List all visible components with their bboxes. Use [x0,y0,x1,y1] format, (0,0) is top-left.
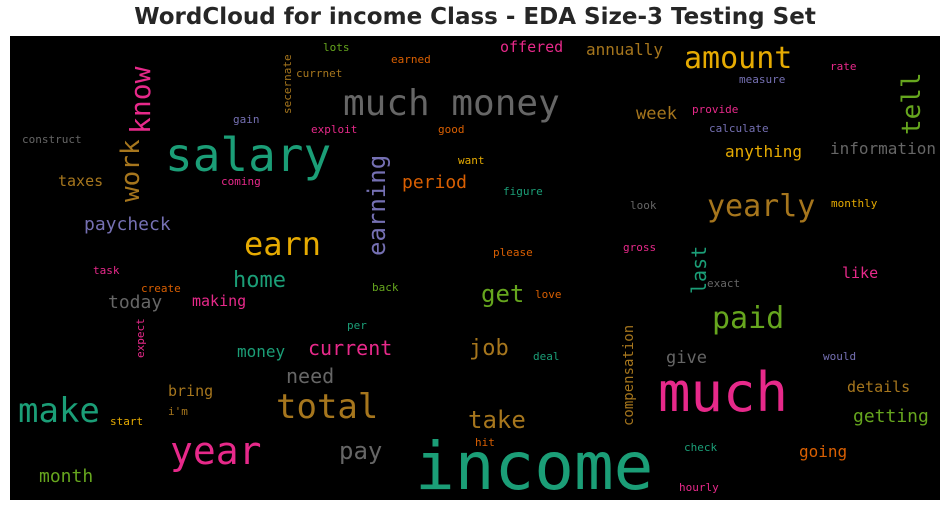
word-cloud: income much salary much money year make total e… [10,36,940,500]
word-provide: provide [692,103,739,116]
word-hourly: hourly [679,481,719,494]
word-gross: gross [623,241,657,254]
word-make: make [18,391,100,431]
word-want: want [458,154,485,167]
word-expect: expect [134,318,147,358]
word-start: start [110,415,144,428]
word-lots: lots [323,41,350,54]
word-love: love [535,288,562,301]
word-income: income [415,428,654,500]
word-yearly: yearly [707,189,816,224]
word-earned: earned [391,53,431,66]
word-deal: deal [533,350,560,363]
word-please: please [493,246,533,259]
word-money: money [237,342,286,361]
word-get: get [481,280,525,308]
word-offered: offered [500,38,564,56]
chart-title: WordCloud for income Class - EDA Size-3 … [134,4,816,30]
word-taxes: taxes [58,172,104,190]
word-need: need [286,364,335,388]
word-total: total [276,387,379,427]
word-take: take [468,406,526,434]
word-measure: measure [739,73,786,86]
word-making: making [192,292,247,310]
word-figure: figure [503,185,543,198]
word-paid: paid [712,301,785,336]
word-job: job [469,336,509,361]
word-currnet: currnet [296,67,343,80]
word-pay: pay [339,437,383,465]
word-information: information [830,139,936,158]
word-week: week [636,104,677,124]
word-annually: annually [586,40,664,59]
word-period: period [402,172,468,193]
word-exact: exact [707,277,741,290]
word-anything: anything [725,142,803,161]
word-last: last [687,245,711,294]
word-monthly: monthly [831,197,878,210]
word-earning: earning [363,154,391,256]
word-task: task [93,264,120,277]
word-create: create [141,282,181,295]
word-like: like [842,264,879,282]
word-amount: amount [684,41,793,76]
word-construct: construct [22,133,82,146]
word-i-m: i'm [168,405,188,418]
word-getting: getting [853,406,929,427]
word-much-money: much money [343,83,560,124]
word-check: check [684,441,718,454]
word-coming: coming [221,175,261,188]
word-details: details [847,378,911,396]
word-much: much [658,361,789,424]
word-give: give [666,348,707,368]
word-rate: rate [830,60,857,73]
word-work: work [116,139,146,202]
word-good: good [438,123,465,136]
word-per: per [347,319,367,332]
word-home: home [233,268,286,293]
word-salary: salary [165,128,332,182]
word-hit: hit [475,436,495,449]
word-look: look [630,199,657,212]
word-month: month [39,466,94,487]
word-gain: gain [233,113,260,126]
word-tell: tell [897,72,927,135]
word-current: current [308,336,393,360]
word-secernate: secernate [281,54,294,114]
word-paycheck: paycheck [84,214,171,235]
word-would: would [823,350,857,363]
word-compensation: compensation [621,324,637,426]
word-know: know [124,66,157,134]
word-earn: earn [244,225,322,263]
word-bring: bring [168,382,214,400]
word-year: year [170,429,262,473]
word-calculate: calculate [709,122,769,135]
word-exploit: exploit [311,123,358,136]
word-today: today [108,292,163,313]
word-going: going [799,442,848,461]
word-back: back [372,281,399,294]
